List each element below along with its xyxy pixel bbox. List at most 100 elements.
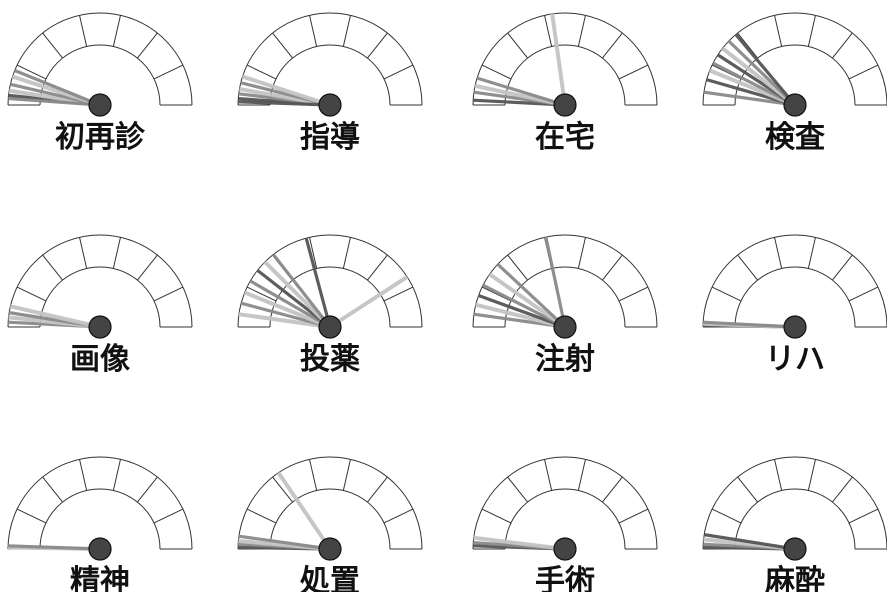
gauge-segment-divider — [246, 286, 277, 302]
gauge-needle — [8, 96, 101, 107]
gauge-segment-divider — [383, 508, 414, 524]
gauge-segment-divider — [79, 459, 88, 491]
gauge-segment-divider — [737, 254, 758, 281]
gauge-label: 精神 — [70, 564, 130, 592]
gauge-needle — [721, 46, 797, 107]
gauge-outer-arc — [7, 234, 193, 328]
gauge-outer-arc — [472, 12, 658, 106]
gauge-segment-divider — [481, 64, 512, 80]
gauge-segment-divider — [383, 286, 414, 302]
gauge-needle — [475, 302, 566, 329]
gauge-segment-divider — [602, 476, 623, 503]
gauge-segment-divider — [309, 237, 318, 269]
gauge-needle — [238, 100, 331, 107]
gauge-outer-arc — [472, 456, 658, 550]
gauge-segment-divider — [711, 508, 742, 524]
gauge-segment-divider — [848, 508, 879, 524]
gauge-segment-divider — [807, 15, 816, 47]
gauge-label: 画像 — [70, 342, 130, 377]
gauge-needle — [243, 290, 331, 329]
gauge-segment-divider — [507, 32, 528, 59]
gauge: 精神 — [7, 456, 193, 592]
gauge-segment-divider — [774, 459, 783, 491]
gauge-segment-divider — [246, 508, 277, 524]
gauge: 指導 — [237, 12, 423, 155]
gauge-hub — [318, 93, 342, 117]
gauge-segment-divider — [272, 476, 293, 503]
gauge-segment-divider — [16, 508, 47, 524]
gauge-hub — [783, 93, 807, 117]
gauge-needle — [473, 535, 566, 551]
gauge: 麻酔 — [702, 456, 887, 592]
gauge: 処置 — [237, 456, 423, 592]
gauge-segment-divider — [848, 286, 879, 302]
gauge-hub — [88, 537, 112, 561]
gauge-needle — [703, 90, 796, 107]
gauge-segment-divider — [832, 32, 853, 59]
gauge-needle — [14, 69, 101, 107]
gauge-segment-divider — [342, 237, 351, 269]
gauge-segment-divider — [42, 32, 63, 59]
gauge-needle — [241, 74, 331, 107]
gauge-inner-arc — [504, 488, 626, 550]
gauge-segment-divider — [153, 286, 184, 302]
gauge-segment-divider — [807, 237, 816, 269]
gauge-segment-divider — [246, 64, 277, 80]
gauge-segment-divider — [137, 476, 158, 503]
gauge-segment-divider — [42, 476, 63, 503]
gauge-hub — [88, 315, 112, 339]
gauge-segment-divider — [544, 459, 553, 491]
gauge: 初再診 — [7, 12, 193, 155]
gauge-segment-divider — [602, 32, 623, 59]
gauge-segment-divider — [832, 254, 853, 281]
gauge-segment-divider — [112, 15, 121, 47]
gauge-segment-divider — [342, 15, 351, 47]
gauge-needle — [328, 275, 409, 329]
gauge-inner-arc — [734, 488, 856, 550]
gauge-label: リハ — [765, 342, 825, 377]
gauge-segment-divider — [507, 254, 528, 281]
gauge-hub — [553, 537, 577, 561]
gauge-needle — [727, 39, 797, 107]
gauge-inner-arc — [734, 266, 856, 328]
gauge-segment-divider — [79, 237, 88, 269]
gauge-needle — [249, 279, 331, 329]
gauge-segment-divider — [602, 254, 623, 281]
gauge-outer-arc — [237, 456, 423, 550]
gauge-segment-divider — [577, 459, 586, 491]
gauge-needle — [9, 304, 101, 329]
gauge-needle — [272, 253, 332, 328]
gauge-segment-divider — [309, 459, 318, 491]
gauge-needle — [550, 13, 567, 106]
gauge-segment-divider — [577, 15, 586, 47]
gauge-inner-arc — [504, 44, 626, 106]
gauge-inner-arc — [39, 266, 161, 328]
gauge-inner-arc — [269, 44, 391, 106]
gauge-segment-divider — [807, 459, 816, 491]
gauge-segment-divider — [367, 254, 388, 281]
gauge-segment-divider — [383, 64, 414, 80]
gauge-segment-divider — [507, 476, 528, 503]
gauge-needle — [304, 237, 332, 328]
gauge-segment-divider — [737, 476, 758, 503]
gauge-segment-divider — [618, 508, 649, 524]
gauge-needle — [703, 533, 796, 551]
gauge-segment-divider — [544, 15, 553, 47]
gauge-label: 検査 — [765, 120, 825, 155]
gauge-segment-divider — [367, 32, 388, 59]
gauge-inner-arc — [39, 488, 161, 550]
gauge-segment-divider — [137, 32, 158, 59]
gauge-segment-divider — [848, 64, 879, 80]
gauge-hub — [553, 315, 577, 339]
gauge-segment-divider — [112, 459, 121, 491]
gauge-segment-divider — [153, 508, 184, 524]
gauge-needle — [544, 236, 567, 328]
gauge: リハ — [702, 234, 887, 377]
gauge-hub — [783, 315, 807, 339]
gauge-label: 投薬 — [300, 342, 360, 377]
gauge: 手術 — [472, 456, 658, 592]
gauge-hub — [553, 93, 577, 117]
gauge-needle — [712, 61, 796, 107]
gauge-needle — [482, 283, 566, 329]
